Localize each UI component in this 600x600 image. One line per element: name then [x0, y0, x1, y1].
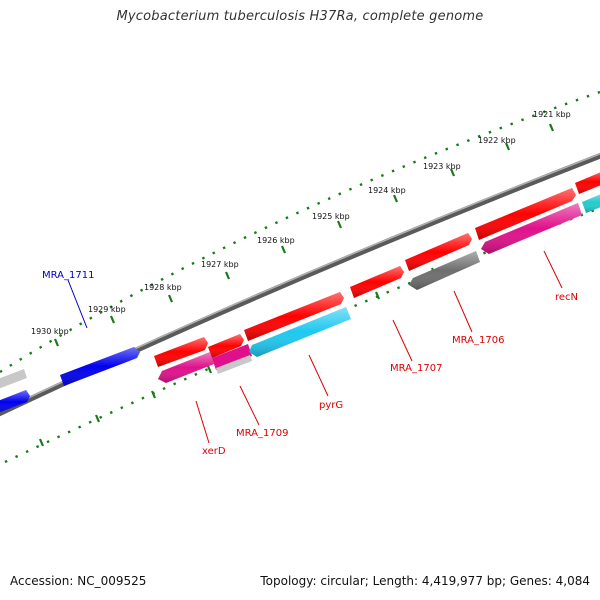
- inner-major-tick: [94, 414, 101, 423]
- tick-label: 1930 kbp: [31, 327, 69, 336]
- major-tick: [449, 168, 456, 177]
- gene-feature[interactable]: [0, 369, 27, 389]
- label-leader-line: [308, 354, 329, 397]
- topology-summary: Topology: circular; Length: 4,419,977 bp…: [260, 574, 590, 588]
- gene-label-mra-1709[interactable]: MRA_1709: [236, 428, 288, 439]
- genome-backbone-highlight: [0, 153, 600, 413]
- tick-label: 1923 kbp: [423, 162, 461, 171]
- tick-label: 1921 kbp: [533, 110, 571, 119]
- genome-backbone: [0, 152, 600, 417]
- label-leader-line: [195, 400, 210, 444]
- label-leader-line: [67, 279, 88, 329]
- inner-major-tick: [374, 291, 381, 300]
- gene-label-mra-1707[interactable]: MRA_1707: [390, 363, 442, 374]
- gene-feature-mra-1709-reverse[interactable]: [212, 344, 252, 370]
- inner-major-tick: [38, 438, 45, 447]
- reverse-genes: [0, 194, 600, 413]
- tick-label: 1924 kbp: [368, 186, 406, 195]
- tick-label: 1929 kbp: [88, 305, 126, 314]
- gene-label-pyrg[interactable]: pyrG: [319, 400, 343, 411]
- major-tick: [109, 315, 116, 324]
- map-title: Mycobacterium tuberculosis H37Ra, comple…: [116, 9, 484, 24]
- gene-label-xerd[interactable]: xerD: [202, 446, 226, 457]
- tick-label: 1925 kbp: [312, 212, 350, 221]
- forward-genes: [0, 172, 600, 389]
- major-tick: [280, 245, 287, 254]
- major-tick: [224, 271, 231, 280]
- label-leader-line: [453, 290, 473, 333]
- major-tick: [167, 294, 174, 303]
- gene-label-recn[interactable]: recN: [555, 292, 578, 303]
- label-leader-line: [239, 385, 260, 426]
- label-leader-line: [392, 319, 413, 362]
- major-tick: [53, 338, 60, 347]
- major-tick: [336, 220, 343, 229]
- accession-text: Accession: NC_009525: [10, 574, 147, 588]
- gene-label-mra-1706[interactable]: MRA_1706: [452, 335, 504, 346]
- gene-feature[interactable]: [216, 355, 252, 374]
- gene-label-mra-1711[interactable]: MRA_1711: [42, 270, 94, 281]
- inner-major-tick: [150, 390, 157, 399]
- tick-label: 1927 kbp: [201, 260, 239, 269]
- major-tick: [548, 123, 555, 132]
- tick-label: 1926 kbp: [257, 236, 295, 245]
- major-tick: [504, 142, 511, 151]
- label-leader-line: [543, 250, 563, 289]
- tick-label: 1922 kbp: [478, 136, 516, 145]
- major-tick: [392, 194, 399, 203]
- tick-label: 1928 kbp: [144, 283, 182, 292]
- inner-major-tick: [206, 365, 213, 374]
